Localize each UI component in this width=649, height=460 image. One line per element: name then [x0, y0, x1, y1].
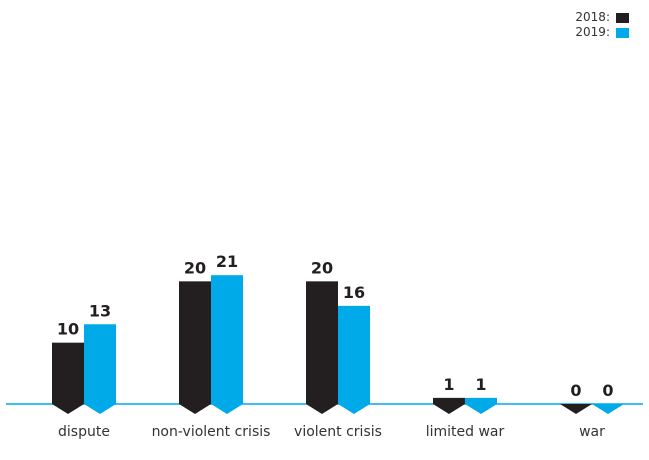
- legend-item-2019: 2019:: [575, 25, 629, 40]
- category-label-limited-war: limited war: [426, 424, 505, 440]
- bar-dispute-1: [84, 324, 116, 404]
- legend-label-2019: 2019:: [575, 25, 610, 39]
- category-label-non-violent-crisis: non-violent crisis: [152, 424, 271, 440]
- data-label-non-violent-crisis-0: 20: [184, 258, 206, 277]
- bar-marker-dispute-1: [84, 404, 116, 414]
- bar-dispute-0: [52, 342, 84, 404]
- data-label-limited-war-1: 1: [475, 375, 486, 394]
- legend-label-2018: 2018:: [575, 10, 610, 24]
- category-label-war: war: [579, 424, 605, 440]
- bar-violent-crisis-1: [338, 305, 370, 404]
- legend-swatch-2018: [616, 12, 629, 23]
- bar-marker-violent-crisis-1: [338, 404, 370, 414]
- category-label-dispute: dispute: [58, 424, 110, 440]
- data-label-dispute-0: 10: [57, 320, 79, 339]
- data-label-war-0: 0: [570, 381, 581, 400]
- bar-marker-dispute-0: [52, 404, 84, 414]
- data-label-dispute-1: 13: [89, 301, 111, 320]
- bar-marker-limited-war-1: [465, 404, 497, 414]
- data-label-limited-war-0: 1: [443, 375, 454, 394]
- bar-marker-limited-war-0: [433, 404, 465, 414]
- category-label-violent-crisis: violent crisis: [294, 424, 382, 440]
- bar-marker-non-violent-crisis-1: [211, 404, 243, 414]
- bar-non-violent-crisis-1: [211, 275, 243, 404]
- data-label-non-violent-crisis-1: 21: [216, 252, 238, 271]
- legend-item-2018: 2018:: [575, 10, 629, 25]
- bar-marker-violent-crisis-0: [306, 404, 338, 414]
- data-label-war-1: 0: [602, 381, 613, 400]
- data-label-violent-crisis-1: 16: [343, 283, 365, 302]
- bar-marker-non-violent-crisis-0: [179, 404, 211, 414]
- bar-marker-war-1: [592, 404, 624, 414]
- bar-marker-war-0: [560, 404, 592, 414]
- data-label-violent-crisis-0: 20: [311, 258, 333, 277]
- bar-non-violent-crisis-0: [179, 281, 211, 404]
- bar-limited-war-0: [433, 397, 465, 404]
- chart-legend: 2018: 2019:: [575, 10, 629, 40]
- bar-violent-crisis-0: [306, 281, 338, 404]
- legend-swatch-2019: [616, 27, 629, 38]
- bar-limited-war-1: [465, 397, 497, 404]
